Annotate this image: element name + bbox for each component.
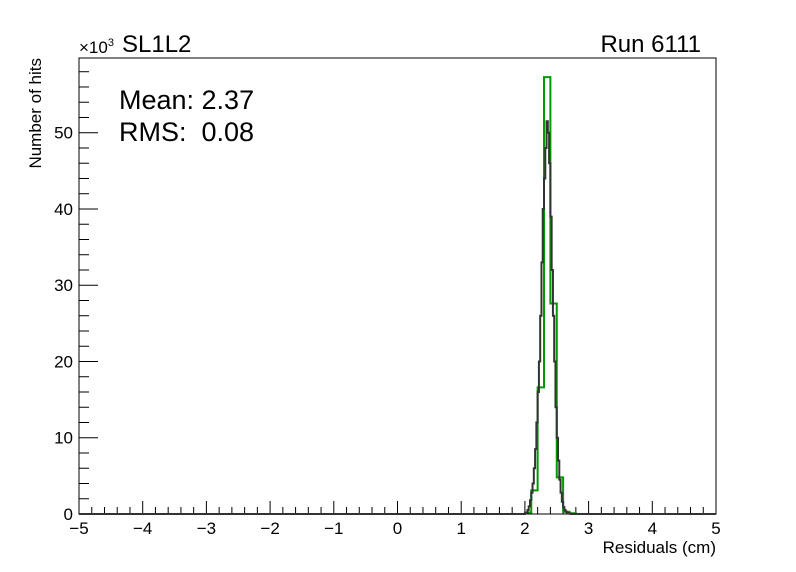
histogram-fine-bin <box>539 361 540 514</box>
y-tick-label: 40 <box>54 200 73 219</box>
mean-label: Mean: 2.37 <box>119 85 254 115</box>
histogram-fine-bin <box>558 461 559 514</box>
histogram-fine-bin <box>544 178 545 514</box>
chart-title: SL1L2 <box>122 31 191 58</box>
x-tick-label: 3 <box>584 519 593 538</box>
axis-ticks <box>78 71 717 515</box>
y-tick-label: 30 <box>54 276 73 295</box>
histogram-fine-bin <box>568 513 569 514</box>
x-tick-label: −1 <box>324 519 343 538</box>
histogram-fine-bin <box>563 507 564 514</box>
x-tick-label: 2 <box>520 519 529 538</box>
histogram-fine-bin <box>547 121 548 514</box>
histogram-fine-bin <box>536 422 537 514</box>
histogram-fine-bin <box>567 513 568 514</box>
histogram-fine-bin <box>554 361 555 514</box>
histogram-fine-bin <box>530 500 531 514</box>
x-tick-label: 0 <box>393 519 402 538</box>
y-tick-label: 20 <box>54 352 73 371</box>
histogram-fine-bin <box>527 510 528 514</box>
histogram-fine-bin <box>529 506 530 514</box>
histogram-fine-bin <box>550 217 551 514</box>
histogram-fine-bin <box>549 163 550 514</box>
x-tick-label: −5 <box>69 519 88 538</box>
histogram-fine-bin <box>543 209 544 514</box>
histogram-fine-bin <box>531 493 532 514</box>
histogram-fine-bin <box>533 483 534 514</box>
histogram-fine-line <box>79 120 716 515</box>
histogram-fine-bin <box>541 262 542 514</box>
histogram-series <box>79 76 716 515</box>
x-tick-label: 1 <box>456 519 465 538</box>
y-tick-label: 10 <box>54 429 73 448</box>
histogram-fine-bin <box>552 270 553 514</box>
y-tick-label: 50 <box>54 124 73 143</box>
histogram-fine-bin <box>534 468 535 514</box>
x-tick-label: 4 <box>648 519 657 538</box>
x-tick-label: −3 <box>197 519 216 538</box>
histogram-fine-bin <box>564 510 565 514</box>
x-tick-label: −2 <box>260 519 279 538</box>
histogram-fine-bin <box>548 133 549 514</box>
histogram-fine-bin <box>526 512 527 514</box>
histogram-fine-bin <box>553 316 554 514</box>
run-label: Run 6111 <box>600 31 701 58</box>
histogram-fine-bin <box>525 513 526 514</box>
x-axis-label: Residuals (cm) <box>603 538 716 557</box>
histogram-fine-bin <box>535 449 536 514</box>
y-multiplier: ×103 <box>79 37 114 57</box>
histogram-fine-bin <box>540 316 541 514</box>
x-tick-label: 5 <box>711 519 720 538</box>
y-axis-label: Number of hits <box>26 58 45 169</box>
histogram-fine-bin <box>557 438 558 514</box>
histogram-fine-bin <box>545 148 546 514</box>
histogram-fine-bin <box>561 493 562 514</box>
histogram-fine-bin <box>559 480 560 514</box>
histogram-fine-bin <box>555 407 556 514</box>
histogram-fine-bin <box>566 512 567 514</box>
y-tick-label: 0 <box>64 505 73 524</box>
histogram-fine-bin <box>538 392 539 514</box>
histogram-fine-bin <box>562 502 563 514</box>
x-tick-label: −4 <box>133 519 152 538</box>
rms-label: RMS: 0.08 <box>119 117 254 147</box>
